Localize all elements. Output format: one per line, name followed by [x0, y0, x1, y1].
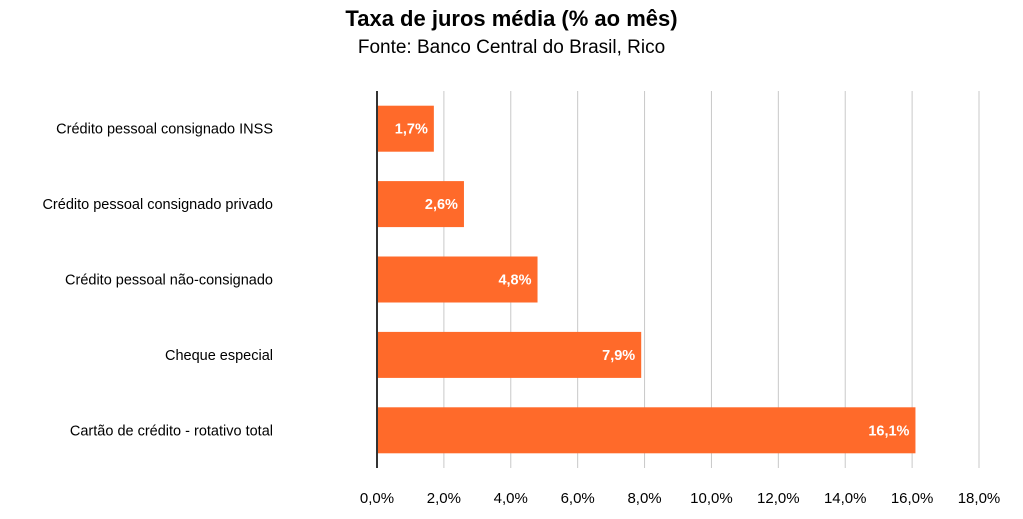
category-label: Cartão de crédito - rotativo total [70, 423, 273, 439]
category-labels: Crédito pessoal consignado INSS Crédito p… [42, 122, 273, 440]
x-tick-label: 10,0% [690, 490, 733, 507]
bar [377, 181, 464, 228]
category-label: Crédito pessoal não-consignado [65, 273, 273, 289]
category-label: Crédito pessoal consignado privado [42, 197, 273, 213]
x-tick-label: 4,0% [494, 490, 528, 507]
chart-title: Taxa de juros média (% ao mês) [345, 6, 678, 31]
category-label: Crédito pessoal consignado INSS [56, 122, 273, 138]
bar [377, 105, 434, 152]
x-tick-label: 12,0% [757, 490, 800, 507]
data-label: 7,9% [602, 348, 635, 364]
data-label: 16,1% [868, 423, 909, 439]
x-tick-label: 2,0% [427, 490, 461, 507]
x-tick-label: 18,0% [958, 490, 1001, 507]
data-label: 4,8% [498, 273, 531, 289]
data-label: 1,7% [395, 122, 428, 138]
data-label: 2,6% [425, 197, 458, 213]
x-tick-label: 8,0% [627, 490, 661, 507]
bars: 1,7% 2,6% 4,8% 7,9% 16,1% [377, 105, 916, 454]
chart-subtitle: Fonte: Banco Central do Brasil, Rico [357, 37, 666, 58]
x-tick-label: 16,0% [891, 490, 934, 507]
x-tick-label: 6,0% [561, 490, 595, 507]
bar [377, 256, 538, 303]
category-label: Cheque especial [165, 348, 273, 364]
x-tick-label: 14,0% [824, 490, 867, 507]
x-axis-ticks: 0,0% 2,0% 4,0% 6,0% 8,0% 10,0% 12,0% 14,0% 16,0%… [360, 490, 1000, 507]
bar [377, 407, 916, 454]
bar [377, 331, 642, 378]
x-tick-label: 0,0% [360, 490, 394, 507]
